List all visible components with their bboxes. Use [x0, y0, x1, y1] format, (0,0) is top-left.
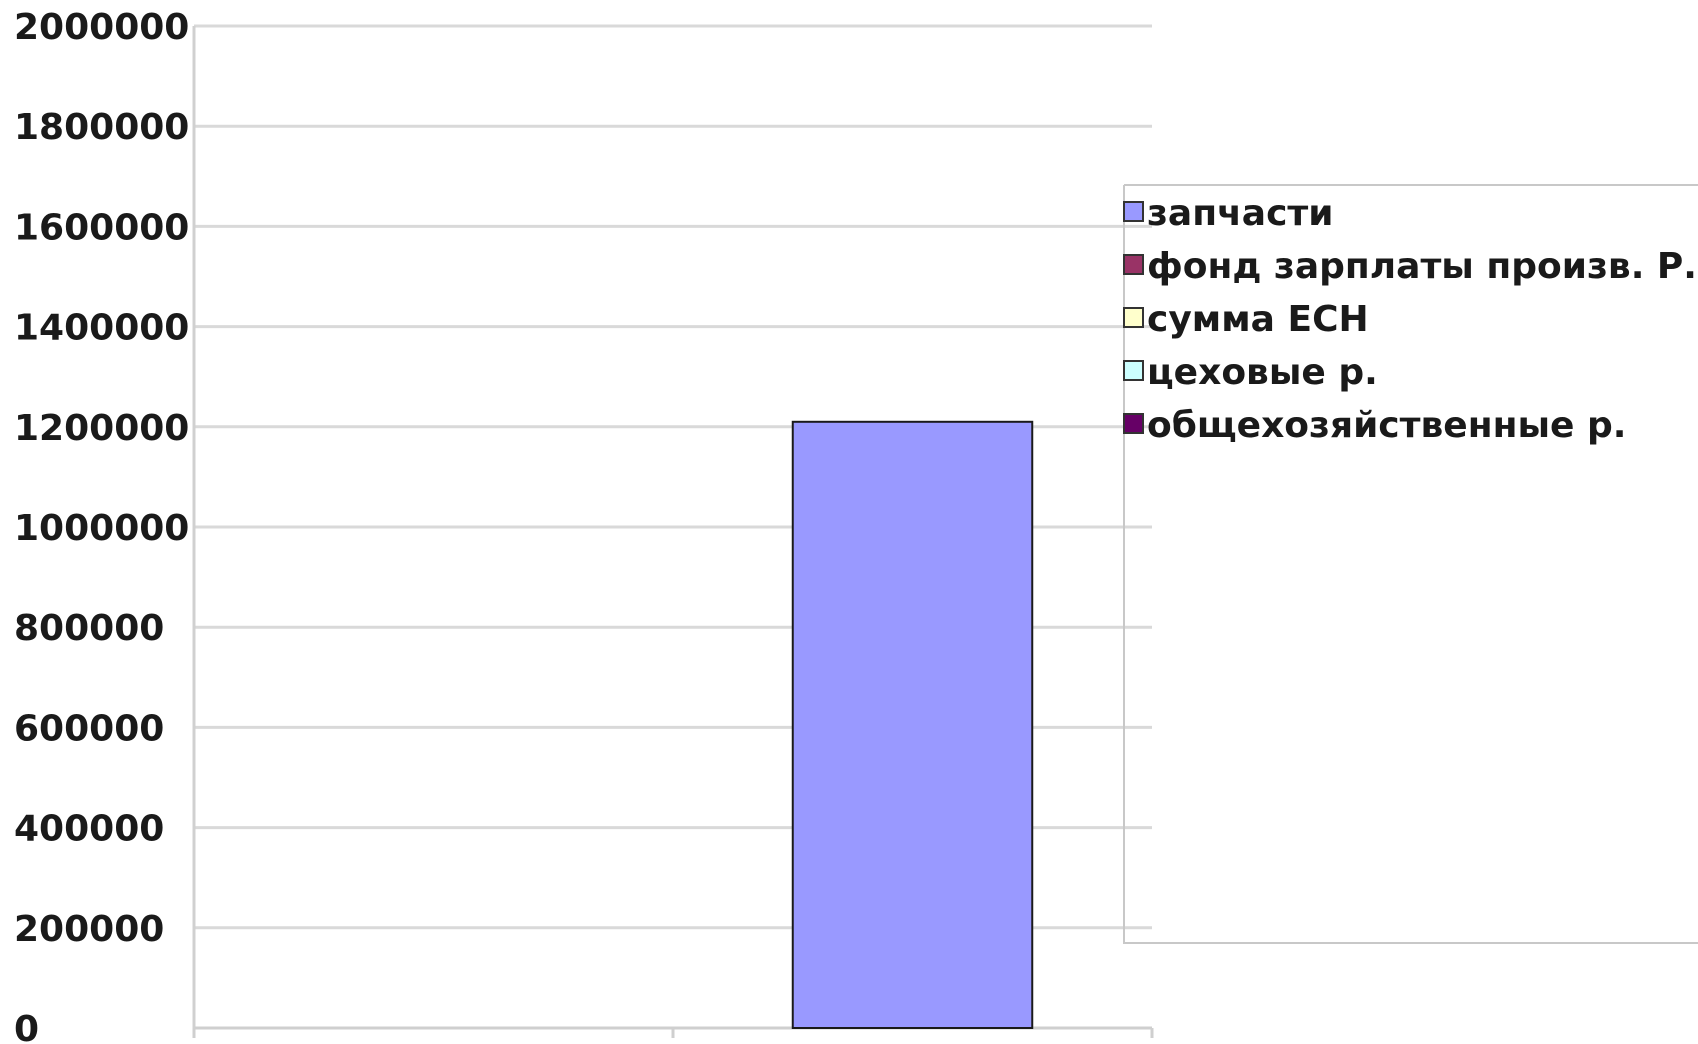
y-tick-label: 800000 — [14, 608, 164, 649]
y-tick-label: 1800000 — [14, 107, 189, 148]
legend-item: запчасти — [1123, 193, 1334, 234]
y-tick-label: 2000000 — [14, 7, 189, 48]
bars — [791, 420, 1034, 1030]
y-tick-label: 600000 — [14, 708, 164, 749]
legend-box — [1123, 184, 1698, 944]
y-tick-label: 400000 — [14, 809, 164, 850]
gridlines — [194, 24, 1152, 930]
legend-label: фонд зарплаты произв. Р. — [1147, 246, 1697, 287]
legend-label: общехозяйственные р. — [1147, 405, 1626, 446]
legend-label: сумма ЕСН — [1147, 299, 1369, 340]
y-tick-label: 1200000 — [14, 408, 189, 449]
y-tick-label: 200000 — [14, 909, 164, 950]
y-tick-label: 1400000 — [14, 308, 189, 349]
legend: запчасти фонд зарплаты произв. Р. сумма ЕС… — [1123, 184, 1698, 944]
legend-label: запчасти — [1147, 193, 1334, 234]
legend-swatch — [1123, 254, 1144, 275]
legend-item: фонд зарплаты произв. Р. — [1123, 246, 1697, 287]
legend-label: цеховые р. — [1147, 352, 1378, 393]
legend-item: сумма ЕСН — [1123, 299, 1369, 340]
y-tick-labels: 0 200000 400000 600000 800000 1000000 1200000 1… — [14, 7, 189, 1044]
legend-item: общехозяйственные р. — [1123, 405, 1626, 446]
legend-swatch — [1123, 307, 1144, 328]
y-tick-label: 1000000 — [14, 508, 189, 549]
y-tick-label: 0 — [14, 1009, 39, 1044]
legend-item: цеховые р. — [1123, 352, 1378, 393]
legend-swatch — [1123, 201, 1144, 222]
bar-0-1 — [791, 420, 1034, 1030]
legend-swatch — [1123, 413, 1144, 434]
legend-swatch — [1123, 360, 1144, 381]
y-tick-label: 1600000 — [14, 207, 189, 248]
